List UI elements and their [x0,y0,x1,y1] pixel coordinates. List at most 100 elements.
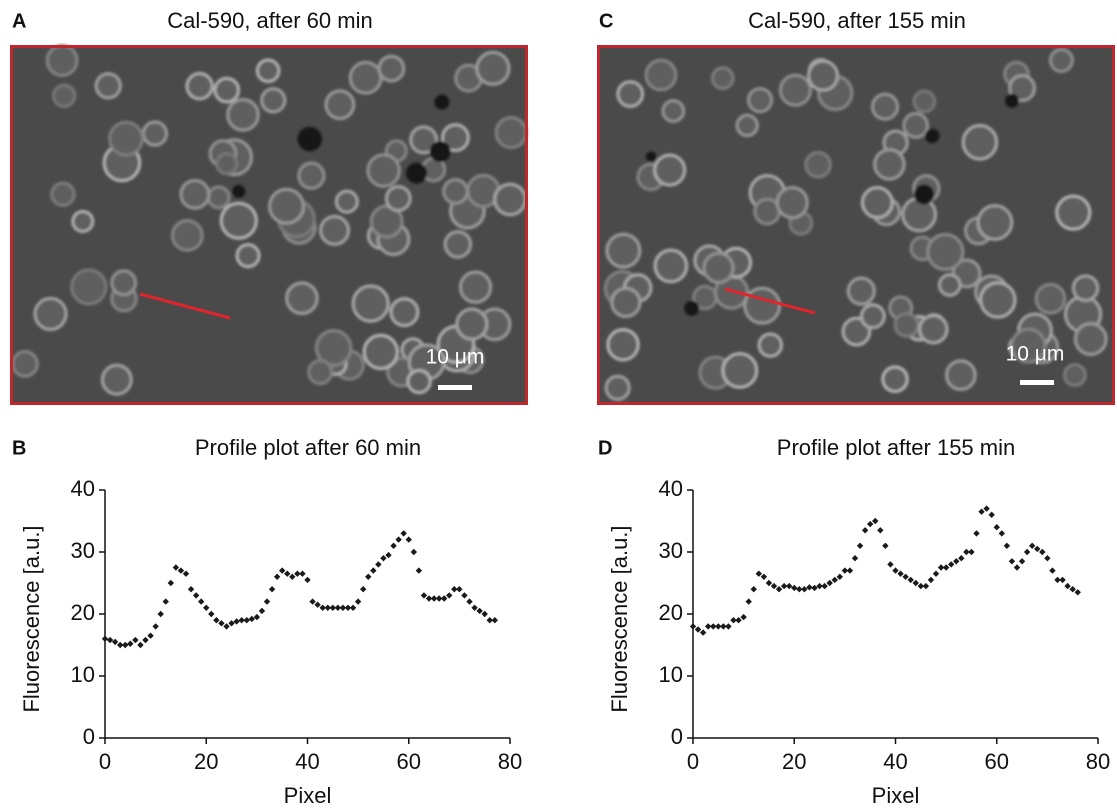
cell [475,50,511,86]
cell [1034,282,1067,315]
y-axis-label: Fluorescence [a.u.] [19,525,44,712]
data-point [1008,558,1016,565]
data-point [400,530,407,537]
cell [213,76,241,104]
data-point [1064,582,1071,590]
data-point [725,623,732,630]
data-point [122,641,129,649]
cell [389,297,420,328]
data-point [147,632,154,639]
data-point [349,604,357,611]
data-point [892,567,899,574]
cell [45,44,79,77]
data-point [816,582,823,590]
data-point [801,586,808,593]
data-point [137,641,144,649]
data-point [329,604,337,611]
vessel [645,151,657,162]
data-point [826,579,833,587]
vessel [297,126,322,152]
cell [141,120,169,147]
cell [493,182,527,217]
data-point [385,551,392,559]
data-point [370,567,377,574]
data-point [425,595,433,602]
data-point [785,582,793,590]
cell [1062,363,1087,388]
cell [334,189,359,214]
data-point [882,542,889,549]
data-point [745,598,752,605]
data-point [339,604,347,611]
cell [881,365,909,394]
data-point [932,570,940,577]
cell [870,92,900,121]
data-point [273,573,281,580]
cell [11,350,39,378]
data-point [704,623,712,630]
data-point [897,570,904,577]
data-point [253,613,261,621]
cell [710,66,735,90]
cell [806,59,840,92]
data-point [902,573,909,580]
cell [100,363,133,396]
panel-label: B [12,437,26,459]
cell [735,113,759,138]
data-point [213,617,220,624]
data-point [430,595,438,602]
cell [976,204,1014,241]
y-tick-label: 10 [71,662,95,687]
data-point [993,524,1000,531]
cell [944,359,977,392]
data-point [420,592,428,599]
y-tick-label: 30 [71,538,95,563]
vessel [914,184,935,205]
data-point [740,613,747,621]
data-point [197,598,205,605]
data-point [791,584,798,592]
data-point [720,623,727,630]
data-point [263,598,271,605]
data-point [735,617,742,624]
data-point [446,592,453,599]
data-point [821,582,828,590]
cell [235,243,261,269]
cell [661,99,686,124]
cell [206,185,231,210]
x-axis-label: Pixel [284,783,332,808]
cell [455,307,489,341]
y-tick-label: 10 [659,662,683,687]
cell [108,120,144,157]
cell [860,186,894,220]
cell [409,125,439,155]
image-title: Cal-590, after 60 min [167,8,372,33]
y-tick-label: 30 [659,538,683,563]
data-point [1044,555,1051,562]
cell [285,281,319,316]
y-tick-label: 20 [659,600,683,625]
y-tick-label: 0 [671,724,683,749]
plot-title: Profile plot after 60 min [195,435,421,460]
image-title: Cal-590, after 155 min [748,8,966,33]
data-point [258,607,266,615]
cell [219,201,258,240]
cell [605,232,642,269]
data-point [127,640,134,647]
data-point [780,582,788,590]
x-tick-label: 0 [99,749,111,774]
vessel [1005,93,1019,108]
cell [873,148,906,181]
cell [384,184,412,212]
cell [406,368,432,395]
data-point [1018,558,1026,565]
data-point [101,635,109,642]
data-point [846,567,854,574]
cell [644,58,678,92]
vessel [406,162,427,184]
data-point [958,555,965,562]
data-point [856,542,864,549]
cell [1008,74,1037,103]
x-tick-label: 20 [194,749,218,774]
x-tick-label: 60 [397,749,421,774]
